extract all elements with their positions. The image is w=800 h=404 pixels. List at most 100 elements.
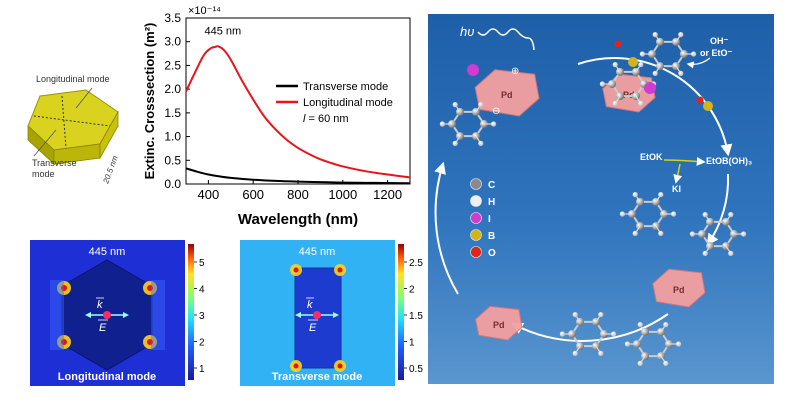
k-label: k xyxy=(307,299,313,311)
x-tick-label: 400 xyxy=(198,187,220,202)
negative-charge: ⊖ xyxy=(492,106,500,117)
hotspot-core xyxy=(293,267,299,273)
molecule-biaryl-a xyxy=(619,192,677,236)
y-tick-label: 2.5 xyxy=(164,58,181,72)
series-line-transverse xyxy=(185,167,411,185)
positive-charge: ⊕ xyxy=(511,66,519,77)
colorbar-tick-label: 2.5 xyxy=(409,258,423,269)
legend-extra: l = 60 nm xyxy=(303,113,349,125)
k-vector-dot xyxy=(313,311,321,319)
hotspot-core xyxy=(293,363,299,369)
y-exponent-label: ×10⁻¹⁴ xyxy=(188,5,221,17)
atom-legend-label: C xyxy=(488,180,495,191)
photon-label: hυ xyxy=(460,24,474,39)
colorbar-tick-label: 5 xyxy=(199,258,205,269)
hotspot-core xyxy=(337,267,343,273)
hotspot-core xyxy=(61,339,67,345)
y-tick-label: 2.0 xyxy=(164,82,181,96)
cycle-arrow-left xyxy=(434,161,459,295)
y-tick-label: 0.0 xyxy=(164,177,181,191)
field-map-longitudinal: 445 nm Longitudinal mode kE 5 4 3 2 1 xyxy=(30,240,205,386)
pd-label: Pd xyxy=(673,285,685,295)
x-tick-label: 600 xyxy=(242,187,264,202)
extinction-chart: 400 600 800 1000 1200 0.0 0.5 1.0 1.5 2.0 2.5 3.0 3.… xyxy=(142,5,411,228)
byproduct-arrow xyxy=(673,163,683,184)
thickness-label: 20.5 nm xyxy=(101,154,120,185)
y-tick-label: 3.5 xyxy=(164,11,181,25)
field-map-mode-label: Longitudinal mode xyxy=(58,371,156,383)
oxygen-atom-2 xyxy=(696,96,704,104)
field-map-wavelength: 445 nm xyxy=(299,246,336,258)
nanoplate-right-face xyxy=(99,110,119,160)
molecule-product-a xyxy=(559,312,617,356)
boron-atom-2 xyxy=(703,101,713,111)
y-tick-label: 1.0 xyxy=(164,130,181,144)
atom-legend-label: O xyxy=(488,248,496,259)
field-map-wavelength: 445 nm xyxy=(89,246,126,258)
legend-label: Longitudinal mode xyxy=(303,97,393,109)
field-map-mode-label: Transverse mode xyxy=(272,371,363,383)
atom-legend-swatch xyxy=(470,178,482,190)
atom-legend-swatch xyxy=(470,212,482,224)
x-tick-label: 1000 xyxy=(328,187,357,202)
colorbar-tick-label: 3 xyxy=(199,311,205,322)
light-wave-icon xyxy=(477,28,535,51)
mechanism-diagram: Pd Pd Pd Pd hυ ⊕ ⊖ OH⁻ or EtO⁻ EtOK EtOB(OH)₃ KI CHI… xyxy=(428,14,774,384)
atom-legend-label: H xyxy=(488,197,495,208)
k-label: k xyxy=(97,299,103,311)
colorbar xyxy=(188,244,194,380)
colorbar-tick-label: 4 xyxy=(199,285,205,296)
x-axis-label: Wavelength (nm) xyxy=(238,211,358,228)
colorbar-tick-label: 1 xyxy=(199,364,205,375)
longitudinal-mode-label: Longitudinal mode xyxy=(36,74,110,84)
x-tick-label: 1200 xyxy=(373,187,402,202)
reagent-arrow xyxy=(663,156,706,166)
y-tick-label: 0.5 xyxy=(164,153,181,167)
cycle-arrow-right xyxy=(706,173,730,246)
etob-label: EtOB(OH)₃ xyxy=(706,156,752,166)
hotspot-core xyxy=(337,363,343,369)
colorbar-tick-label: 1 xyxy=(409,338,415,349)
y-tick-label: 3.0 xyxy=(164,35,181,49)
iodine-atom xyxy=(467,64,479,76)
oxygen-atom xyxy=(614,40,622,48)
k-vector-dot xyxy=(103,311,111,319)
transverse-mode-label-2: mode xyxy=(32,169,55,179)
atom-legend-label: B xyxy=(488,231,495,242)
colorbar-tick-label: 2 xyxy=(199,338,205,349)
molecule-iodobenzene xyxy=(439,102,497,146)
atom-legend-label: I xyxy=(488,214,491,225)
pd-plate-1 xyxy=(474,69,540,117)
base-label-1: OH⁻ xyxy=(710,36,729,46)
e-label: E xyxy=(99,322,107,334)
field-map-transverse: 445 nm Transverse mode kE 2.5 2 1.5 1 0.5 xyxy=(240,240,423,386)
pd-label: Pd xyxy=(493,320,505,330)
transverse-axis-arrow xyxy=(61,95,67,149)
colorbar xyxy=(398,244,404,380)
ki-label: KI xyxy=(672,184,681,194)
atom-legend-swatch xyxy=(470,229,482,241)
atom-legend-swatch xyxy=(470,246,482,258)
longitudinal-axis-arrow xyxy=(33,115,111,127)
x-tick-label: 800 xyxy=(287,187,309,202)
base-label-2: or EtO⁻ xyxy=(700,48,733,58)
cycle-arrow-bottom xyxy=(510,313,669,342)
nanoplate-schematic: Longitudinal mode Transverse mode 20.5 n… xyxy=(27,74,120,186)
e-label: E xyxy=(309,322,317,334)
colorbar-tick-label: 2 xyxy=(409,285,415,296)
etok-label: EtOK xyxy=(640,152,663,162)
cycle-arrow-top xyxy=(577,57,733,157)
peak-annotation: 445 nm xyxy=(204,26,241,38)
base-arrow xyxy=(686,57,711,69)
pd-label: Pd xyxy=(501,90,513,100)
hotspot-core xyxy=(61,285,67,291)
molecule-boronic xyxy=(639,32,697,76)
iodine-atom-2 xyxy=(644,82,656,94)
transverse-mode-label-1: Transverse xyxy=(32,158,77,168)
molecule-biaryl-b xyxy=(689,212,747,256)
y-axis-label: Extinc. Crosssection (m²) xyxy=(142,23,157,180)
pd-plate-3 xyxy=(652,268,706,308)
pd-plate-4 xyxy=(475,305,523,341)
legend-label: Transverse mode xyxy=(303,81,388,93)
molecule-product-b xyxy=(624,322,682,366)
